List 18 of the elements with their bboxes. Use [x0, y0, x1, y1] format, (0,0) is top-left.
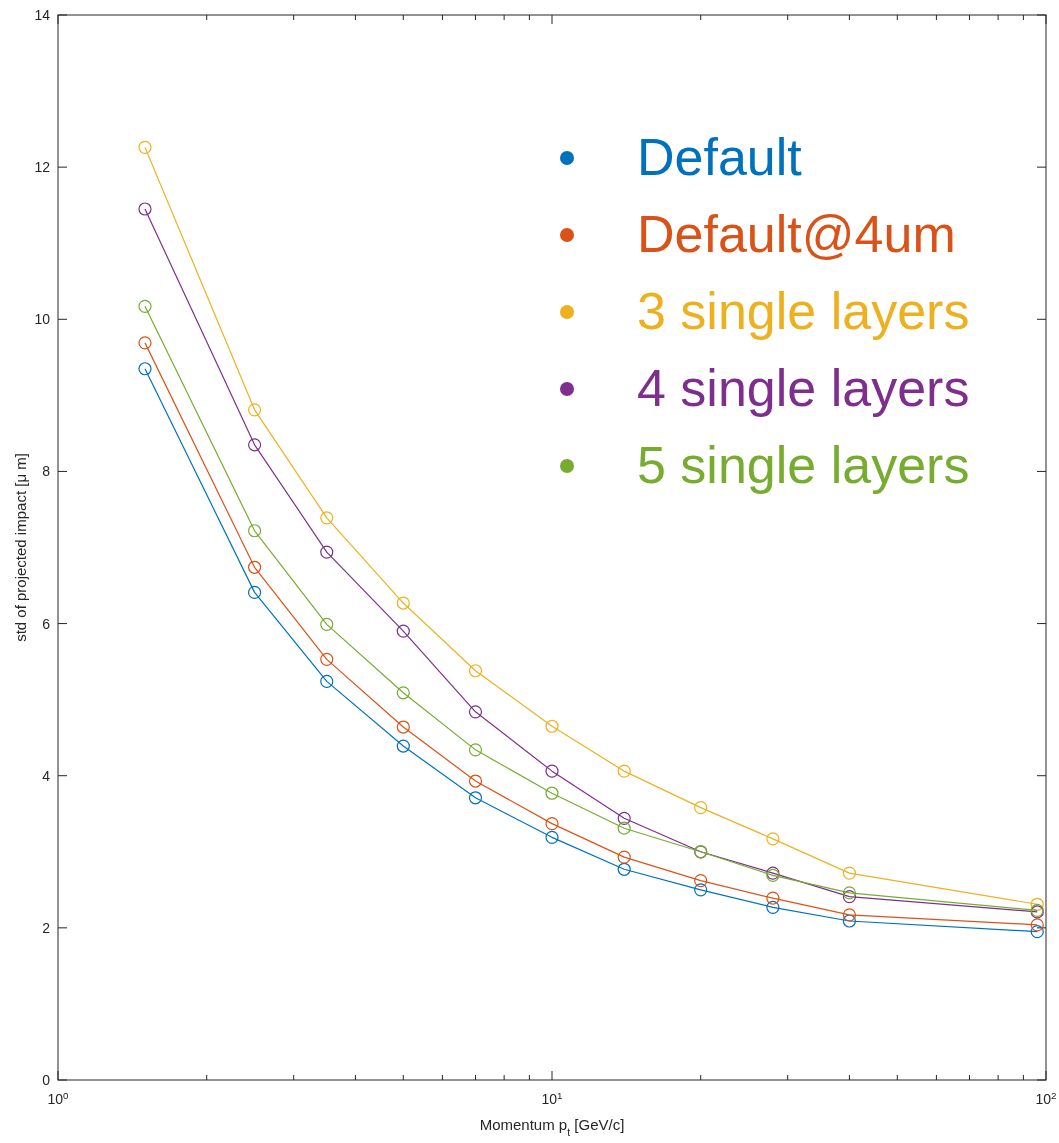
- y-tick-label: 4: [42, 767, 51, 784]
- y-tick-label: 0: [42, 1072, 51, 1088]
- legend-label: Default: [637, 128, 803, 186]
- legend-label: Default@4um: [637, 205, 956, 263]
- x-tick-label: 10$^{2}$: [1035, 1089, 1057, 1107]
- legend-label: 5 single layers: [637, 436, 970, 494]
- x-tick-label: 10$^{1}$: [541, 1089, 563, 1107]
- x-axis-title: Momentum p$_{t}$ [GeV/c]: [479, 1116, 625, 1138]
- x-tick-label: 10$^{0}$: [47, 1089, 70, 1107]
- y-tick-label: 10: [34, 311, 51, 328]
- y-tick-label: 8: [42, 463, 51, 480]
- y-tick-label: 2: [42, 919, 51, 936]
- y-tick-label: 6: [42, 615, 51, 632]
- y-tick-label: 12: [34, 159, 51, 176]
- legend-label: 4 single layers: [637, 359, 970, 417]
- legend-label: 3 single layers: [637, 282, 970, 340]
- y-axis-title: std of projected impact [μ m]: [12, 453, 29, 642]
- y-tick-label: 14: [34, 7, 51, 23]
